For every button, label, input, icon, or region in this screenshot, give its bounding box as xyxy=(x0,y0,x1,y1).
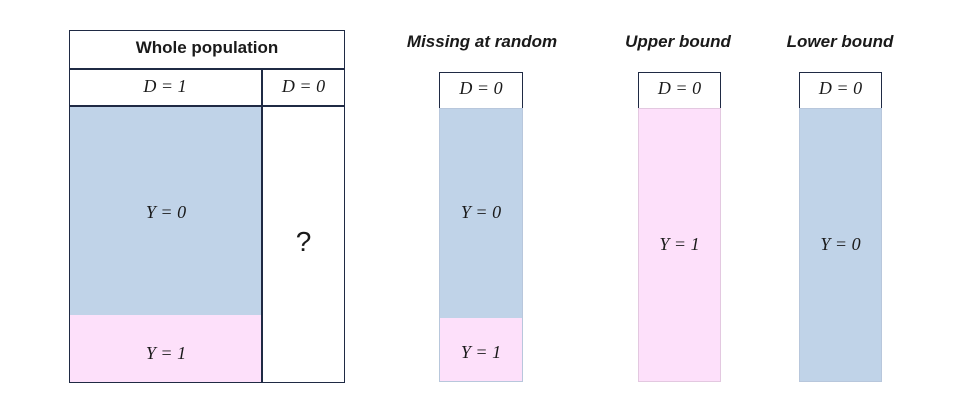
mar-y0-label: Y = 0 xyxy=(460,202,502,222)
lower-header: D = 0 xyxy=(818,78,863,98)
upper-header-frame xyxy=(638,72,721,109)
lower-y0-label: Y = 0 xyxy=(820,234,861,254)
upper-header: D = 0 xyxy=(657,78,702,98)
mar-header-frame xyxy=(439,72,523,109)
lower-bound-title: Lower bound xyxy=(786,32,894,51)
upper-bound-title: Upper bound xyxy=(625,32,731,51)
upper-y1-region xyxy=(639,109,720,381)
whole-header-d1: D = 1 xyxy=(143,76,187,96)
mar-y1-label: Y = 1 xyxy=(460,342,502,362)
upper-y1-label: Y = 1 xyxy=(659,234,700,254)
whole-unknown-label: ? xyxy=(295,226,312,257)
whole-population-title: Whole population xyxy=(135,38,279,57)
whole-y0-label: Y = 0 xyxy=(145,202,187,222)
lower-column-frame xyxy=(799,108,882,382)
lower-y0-region xyxy=(800,109,881,381)
whole-y1-label: Y = 1 xyxy=(145,343,187,363)
lower-header-frame xyxy=(799,72,882,109)
mar-column-frame xyxy=(439,108,523,382)
mar-y0-region xyxy=(440,109,522,318)
mar-y1-region xyxy=(440,318,522,381)
whole-d1-y0-region xyxy=(70,106,262,315)
whole-population-frame xyxy=(69,30,345,383)
whole-header-d0: D = 0 xyxy=(281,76,326,96)
whole-d1-y1-region xyxy=(70,315,262,382)
upper-column-frame xyxy=(638,108,721,382)
mar-header: D = 0 xyxy=(459,78,503,98)
missing-at-random-title: Missing at random xyxy=(406,32,558,51)
